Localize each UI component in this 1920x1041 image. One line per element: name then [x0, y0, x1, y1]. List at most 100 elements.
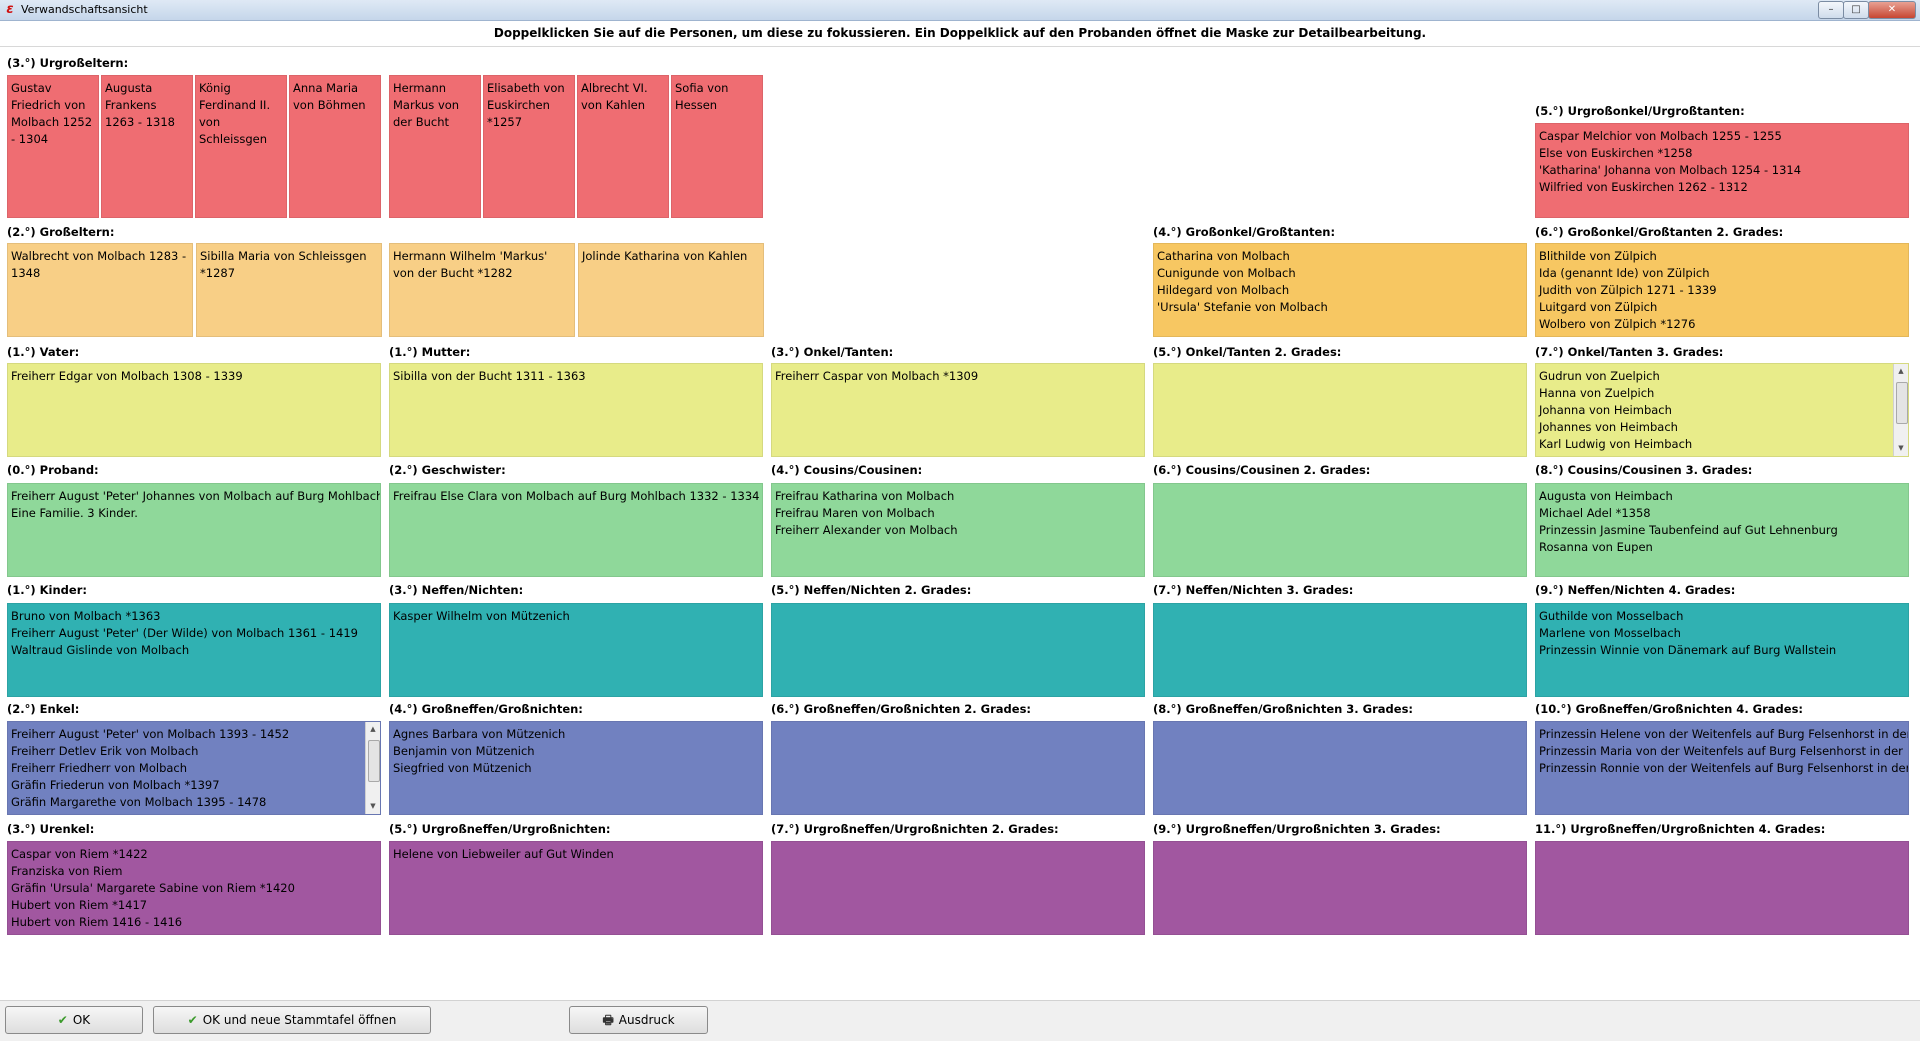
onkel3-box[interactable]: Gudrun von Zuelpich Hanna von Zuelpich Joh…	[1535, 363, 1909, 457]
person-entry[interactable]: Cunigunde von Molbach	[1157, 266, 1296, 280]
cousins3-box[interactable]: Augusta von Heimbach Michael Adel *1358 Pr…	[1535, 483, 1909, 577]
great-grandparent-box[interactable]: Gustav Friedrich von Molbach 1252 - 1304	[7, 75, 99, 218]
grossneffen4-box[interactable]: Prinzessin Helene von der Weitenfels auf…	[1535, 721, 1909, 815]
person-entry[interactable]: Bruno von Molbach *1363	[11, 609, 161, 623]
person-entry[interactable]: Agnes Barbara von Mützenich	[393, 727, 566, 741]
enkel-box[interactable]: Freiherr August 'Peter' von Molbach 1393…	[7, 721, 381, 815]
person-entry[interactable]: Caspar von Riem *1422	[11, 847, 148, 861]
person-entry[interactable]: Helene von Liebweiler auf Gut Winden	[393, 847, 614, 861]
person-entry[interactable]: Marlene von Mosselbach	[1539, 626, 1681, 640]
person-entry[interactable]: Gräfin Friederun von Molbach *1397	[11, 778, 220, 792]
person-entry[interactable]: Wilfried von Euskirchen 1262 - 1312	[1539, 180, 1748, 194]
person-entry[interactable]: Walbrecht von Molbach 1283 - 1348	[11, 249, 187, 280]
person-entry[interactable]: Gudrun von Zuelpich	[1539, 369, 1660, 383]
proband-box[interactable]: Freiherr August 'Peter' Johannes von Mol…	[7, 483, 381, 577]
person-entry[interactable]: Benjamin von Mützenich	[393, 744, 535, 758]
person-entry[interactable]: Karl Ludwig von Heimbach	[1539, 437, 1693, 451]
person-entry[interactable]: Freifrau Else Clara von Molbach auf Burg…	[393, 489, 760, 503]
person-entry[interactable]: Freiherr August 'Peter' von Molbach 1393…	[11, 727, 290, 741]
neffen-box[interactable]: Kasper Wilhelm von Mützenich	[389, 603, 763, 697]
urgrossonkel-box[interactable]: Caspar Melchior von Molbach 1255 - 1255 E…	[1535, 123, 1909, 218]
person-entry[interactable]: Luitgard von Zülpich	[1539, 300, 1658, 314]
person-entry[interactable]: Johanna von Heimbach	[1539, 403, 1672, 417]
grandparent-box[interactable]: Sibilla Maria von Schleissgen *1287	[196, 243, 382, 337]
person-entry[interactable]: Waltraud Gislinde von Molbach	[11, 643, 190, 657]
person-entry[interactable]: König Ferdinand II. von Schleissgen	[199, 81, 271, 146]
scroll-thumb[interactable]	[1896, 382, 1908, 424]
grossneffen3-box[interactable]	[1153, 721, 1527, 815]
person-entry[interactable]: Marlene von Zuelpich	[1539, 453, 1890, 456]
person-entry[interactable]: Wolbero von Zülpich *1276	[1539, 317, 1696, 331]
person-entry[interactable]: Augusta Frankens 1263 - 1318	[105, 81, 175, 129]
person-entry[interactable]: Else von Euskirchen *1258	[1539, 146, 1693, 160]
person-entry[interactable]: Prinzessin Winnie von Dänemark auf Burg …	[1539, 643, 1837, 657]
grandparent-box[interactable]: Hermann Wilhelm 'Markus' von der Bucht *…	[389, 243, 575, 337]
person-entry[interactable]: Catharina von Molbach	[1157, 249, 1290, 263]
scroll-up-icon[interactable]: ▲	[370, 725, 376, 733]
person-entry[interactable]: Hubert von Riem 1416 - 1416	[11, 915, 183, 929]
person-entry[interactable]: Siegfried von Mützenich	[393, 761, 532, 775]
person-entry[interactable]: Hermann Wilhelm 'Markus' von der Bucht *…	[393, 249, 548, 280]
urgrossneffen-box[interactable]: Helene von Liebweiler auf Gut Winden	[389, 841, 763, 935]
grandparent-box[interactable]: Jolinde Katharina von Kahlen	[578, 243, 764, 337]
scroll-up-icon[interactable]: ▲	[1898, 367, 1904, 375]
great-grandparent-box[interactable]: Elisabeth von Euskirchen *1257	[483, 75, 575, 218]
scroll-down-icon[interactable]: ▼	[1898, 444, 1904, 452]
grossonkel-box[interactable]: Catharina von Molbach Cunigunde von Molba…	[1153, 243, 1527, 337]
great-grandparent-box[interactable]: König Ferdinand II. von Schleissgen	[195, 75, 287, 218]
person-entry[interactable]: Hanna von Zuelpich	[1539, 386, 1655, 400]
person-entry[interactable]: 'Ursula' Stefanie von Molbach	[1157, 300, 1328, 314]
onkel2-box[interactable]	[1153, 363, 1527, 457]
great-grandparent-box[interactable]: Hermann Markus von der Bucht	[389, 75, 481, 218]
person-entry[interactable]: Rosanna von Eupen	[1539, 540, 1653, 554]
person-entry[interactable]: Johannes von Heimbach	[1539, 420, 1678, 434]
person-entry[interactable]: Sibilla von der Bucht 1311 - 1363	[393, 369, 586, 383]
person-entry[interactable]: Gräfin Margarethe von Molbach 1395 - 147…	[11, 795, 267, 809]
person-entry[interactable]: 'Katharina' Johanna von Molbach 1254 - 1…	[1539, 163, 1802, 177]
geschwister-box[interactable]: Freifrau Else Clara von Molbach auf Burg…	[389, 483, 763, 577]
neffen4-box[interactable]: Guthilde von Mosselbach Marlene von Mosse…	[1535, 603, 1909, 697]
scroll-down-icon[interactable]: ▼	[370, 802, 376, 810]
person-entry[interactable]: Sofia von Hessen	[675, 81, 729, 112]
person-entry[interactable]: Freiherr August 'Peter' Johannes von Mol…	[11, 489, 381, 503]
maximize-button[interactable]: □	[1843, 1, 1869, 19]
onkel-box[interactable]: Freiherr Caspar von Molbach *1309	[771, 363, 1145, 457]
person-entry[interactable]: Prinzessin Ronnie von der Weitenfels auf…	[1539, 761, 1909, 775]
close-button[interactable]: ✕	[1868, 1, 1916, 19]
person-entry[interactable]: Sibilla Maria von Schleissgen *1287	[200, 249, 367, 280]
neffen2-box[interactable]	[771, 603, 1145, 697]
scroll-thumb[interactable]	[368, 740, 380, 782]
person-entry[interactable]: Guthilde von Mosselbach	[1539, 609, 1684, 623]
urgrossneffen3-box[interactable]	[1153, 841, 1527, 935]
person-entry[interactable]: Freifrau Katharina von Molbach	[775, 489, 955, 503]
person-entry[interactable]: Prinz Ludwig von Molbach	[11, 811, 362, 814]
urgrossneffen4-box[interactable]	[1535, 841, 1909, 935]
person-entry[interactable]: Freiherr Friedherr von Molbach	[11, 761, 188, 775]
person-entry[interactable]: Augusta von Heimbach	[1539, 489, 1673, 503]
person-entry[interactable]: Freifrau Maren von Molbach	[775, 506, 935, 520]
print-button[interactable]: 🖶 Ausdruck	[569, 1006, 708, 1034]
person-entry[interactable]: Jolinde Katharina von Kahlen	[582, 249, 748, 263]
person-entry[interactable]: Albrecht VI. von Kahlen	[581, 81, 648, 112]
person-entry[interactable]: Gräfin 'Ursula' Margarete Sabine von Rie…	[11, 881, 295, 895]
person-entry[interactable]: Freiherr Detlev Erik von Molbach	[11, 744, 199, 758]
ok-new-tree-button[interactable]: ✔ OK und neue Stammtafel öffnen	[153, 1006, 431, 1034]
person-entry[interactable]: Anna Maria von Böhmen	[293, 81, 366, 112]
person-entry[interactable]: Judith von Zülpich 1271 - 1339	[1539, 283, 1717, 297]
person-entry[interactable]: Eine Familie. 3 Kinder.	[11, 506, 138, 520]
scrollbar[interactable]: ▲ ▼	[1893, 364, 1908, 456]
person-entry[interactable]: Prinzessin Maria von der Weitenfels auf …	[1539, 744, 1903, 758]
grossneffen-box[interactable]: Agnes Barbara von Mützenich Benjamin von …	[389, 721, 763, 815]
person-entry[interactable]: Gustav Friedrich von Molbach 1252 - 1304	[11, 81, 93, 146]
mutter-box[interactable]: Sibilla von der Bucht 1311 - 1363	[389, 363, 763, 457]
urenkel-box[interactable]: Caspar von Riem *1422 Franziska von Riem G…	[7, 841, 381, 935]
cousins2-box[interactable]	[1153, 483, 1527, 577]
vater-box[interactable]: Freiherr Edgar von Molbach 1308 - 1339	[7, 363, 381, 457]
kinder-box[interactable]: Bruno von Molbach *1363 Freiherr August '…	[7, 603, 381, 697]
person-entry[interactable]: Freiherr Caspar von Molbach *1309	[775, 369, 979, 383]
person-entry[interactable]: Hubert von Riem *1417	[11, 898, 148, 912]
neffen3-box[interactable]	[1153, 603, 1527, 697]
person-entry[interactable]: Michael Adel *1358	[1539, 506, 1651, 520]
person-entry[interactable]: Hildegard von Molbach	[1157, 283, 1290, 297]
great-grandparent-box[interactable]: Sofia von Hessen	[671, 75, 763, 218]
